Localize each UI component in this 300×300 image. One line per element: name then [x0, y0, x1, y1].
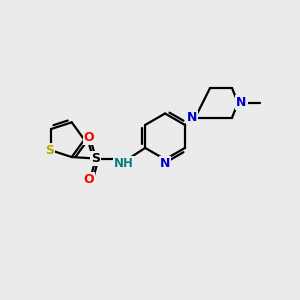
Text: N: N	[160, 157, 170, 170]
Text: O: O	[84, 131, 94, 144]
Text: N: N	[236, 96, 247, 110]
Text: S: S	[92, 152, 100, 165]
Text: O: O	[84, 172, 94, 186]
Text: N: N	[187, 111, 197, 124]
Text: NH: NH	[114, 157, 134, 170]
Text: S: S	[45, 144, 54, 157]
